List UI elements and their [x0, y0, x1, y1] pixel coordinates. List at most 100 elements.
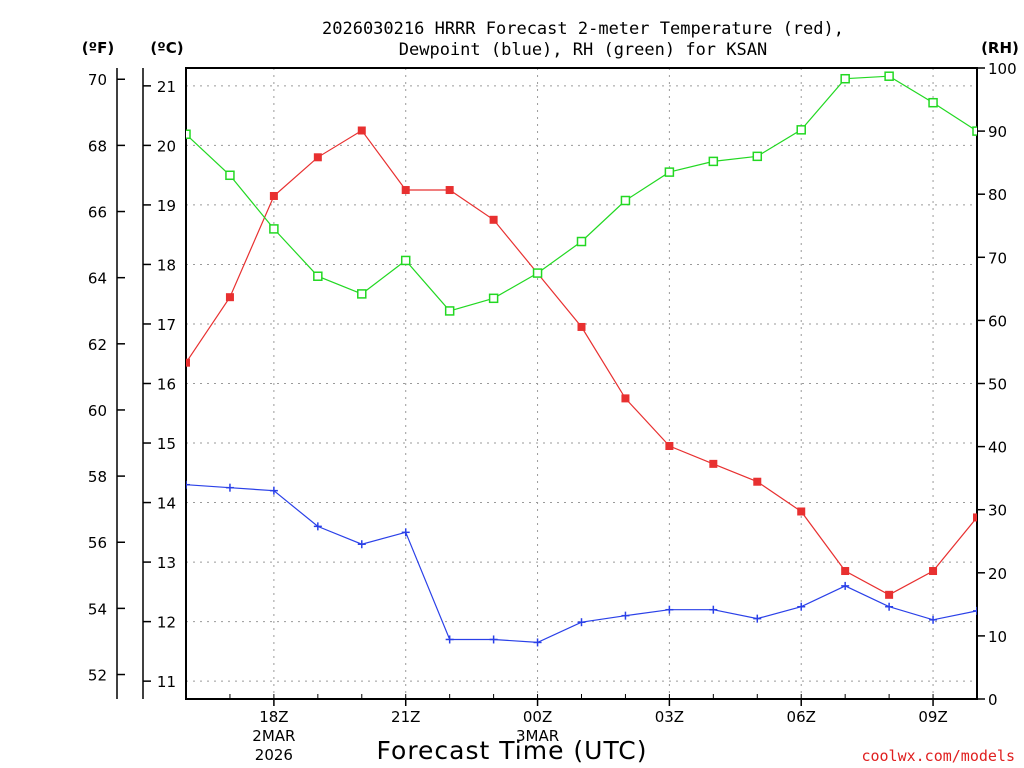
dewpoint-point [709, 605, 718, 614]
rh-point [532, 268, 543, 278]
rh-point [928, 97, 938, 108]
2-meter-temperature-point [445, 186, 454, 195]
rh-tick-label: 50 [988, 376, 1007, 394]
rh-point [357, 289, 367, 299]
fahrenheit-tick-label: 70 [88, 71, 107, 89]
fahrenheit-tick-label: 58 [88, 468, 107, 486]
x-axis-title: Forecast Time (UTC) [377, 736, 648, 765]
rh-point [400, 255, 411, 266]
x-tick-label: 03Z [655, 708, 684, 726]
2-meter-temperature-point [269, 191, 278, 200]
rh-point [620, 195, 631, 206]
celsius-tick-label: 12 [157, 614, 176, 632]
x-tick-date: 3MAR [516, 727, 559, 745]
celsius-tick-label: 21 [157, 78, 176, 96]
2-meter-temperature-line [186, 129, 977, 596]
celsius-tick-label: 18 [157, 256, 176, 274]
rh-point [225, 170, 235, 181]
celsius-tick-label: 13 [157, 554, 176, 572]
rh-point [664, 167, 675, 177]
2-meter-temperature-point [357, 126, 366, 135]
celsius-tick-label: 20 [157, 137, 176, 155]
rh-tick-label: 70 [988, 249, 1007, 267]
2-meter-temperature-point [753, 477, 762, 486]
rh-tick-label: 60 [988, 312, 1007, 330]
2-meter-temperature-point [885, 590, 894, 599]
dewpoint-point [225, 483, 234, 492]
rh-point [313, 271, 323, 281]
fahrenheit-tick-label: 54 [88, 600, 107, 618]
rh-point [840, 73, 850, 84]
dewpoint-point [445, 635, 454, 644]
dewpoint-point [489, 635, 498, 644]
2-meter-temperature-point [929, 567, 938, 576]
x-tick-label: 09Z [918, 708, 947, 726]
2-meter-temperature-point [797, 507, 806, 516]
fahrenheit-tick-label: 52 [88, 667, 107, 685]
celsius-tick-label: 11 [157, 673, 176, 691]
dewpoint-point [269, 486, 278, 495]
rh-tick-label: 0 [988, 691, 998, 709]
fahrenheit-tick-label: 56 [88, 534, 107, 552]
dewpoint-point [885, 602, 894, 611]
grid-lines [186, 68, 977, 699]
2-meter-temperature-point [621, 394, 630, 403]
celsius-tick-label: 19 [157, 197, 176, 215]
rh-point [269, 224, 279, 234]
fahrenheit-tick-label: 60 [88, 402, 107, 420]
rh-point [488, 293, 499, 304]
2-meter-temperature-point [489, 215, 498, 224]
rh-tick-label: 10 [988, 628, 1007, 646]
dewpoint-point [973, 606, 977, 615]
rh-point [708, 156, 719, 167]
celsius-tick-label: 16 [157, 376, 176, 394]
x-tick-label: 18Z [259, 708, 288, 726]
rh-point [796, 125, 806, 135]
rh-axis-label: (RH) [981, 39, 1019, 57]
rh-series [186, 71, 977, 316]
2-meter-temperature-point [313, 153, 322, 162]
x-tick-date: 2MAR [252, 727, 295, 745]
rh-point [884, 71, 894, 81]
fahrenheit-tick-label: 62 [88, 336, 107, 354]
x-tick-label: 06Z [787, 708, 816, 726]
celsius-axis-label: (ºC) [150, 39, 183, 57]
2-meter-temperature-series [186, 126, 977, 599]
rh-tick-label: 20 [988, 565, 1007, 583]
rh-point [972, 126, 977, 136]
dewpoint-point [533, 638, 542, 647]
x-tick-year: 2026 [255, 746, 293, 764]
rh-tick-label: 90 [988, 123, 1007, 141]
dewpoint-point [186, 480, 190, 489]
dewpoint-point [401, 528, 410, 537]
dewpoint-point [313, 522, 322, 531]
fahrenheit-tick-label: 66 [88, 204, 107, 222]
rh-tick-label: 30 [988, 502, 1007, 520]
celsius-tick-label: 15 [157, 435, 176, 453]
rh-point [752, 151, 763, 162]
x-tick-label: 21Z [391, 708, 420, 726]
credit-text: coolwx.com/models [861, 747, 1015, 765]
celsius-tick-label: 14 [157, 495, 176, 513]
rh-line [186, 75, 977, 312]
rh-tick-label: 80 [988, 186, 1007, 204]
2-meter-temperature-point [665, 442, 674, 451]
2-meter-temperature-point [577, 322, 586, 331]
rh-point [186, 129, 191, 140]
axes: 11 12 13 14 15 16 17 18 19 20 21 52 54 56 58 60 62 64 66 68… [88, 60, 1017, 764]
chart-title-line1: 2026030216 HRRR Forecast 2-meter Tempera… [322, 19, 844, 39]
2-meter-temperature-point [401, 186, 410, 195]
dewpoint-series [186, 480, 977, 647]
2-meter-temperature-point [973, 513, 977, 522]
dewpoint-point [577, 618, 586, 627]
rh-point [576, 236, 587, 247]
data-series [186, 71, 977, 647]
dewpoint-point [357, 540, 366, 549]
celsius-tick-label: 17 [157, 316, 176, 334]
2-meter-temperature-point [709, 459, 718, 468]
dewpoint-point [621, 611, 630, 620]
fahrenheit-tick-label: 68 [88, 137, 107, 155]
rh-tick-label: 100 [988, 60, 1017, 78]
fahrenheit-tick-label: 64 [88, 270, 107, 288]
